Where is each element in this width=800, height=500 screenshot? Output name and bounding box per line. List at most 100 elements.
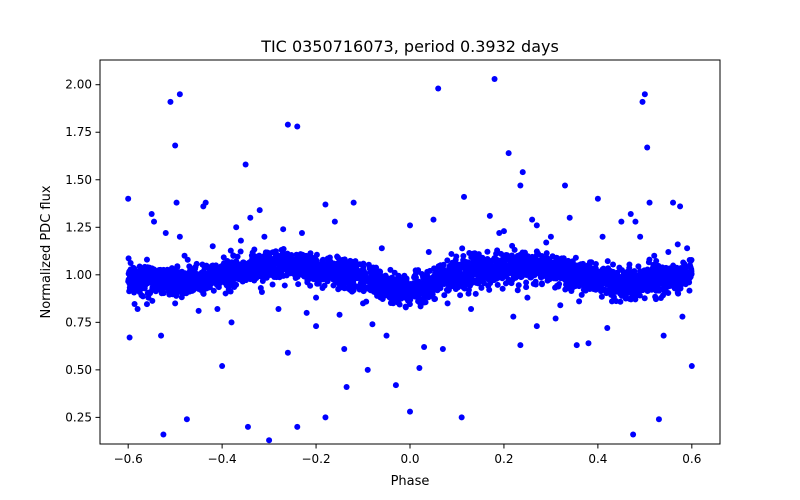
data-point (665, 249, 672, 255)
data-point (228, 319, 235, 326)
data-point (446, 280, 453, 287)
data-points (125, 76, 695, 444)
data-point (592, 286, 599, 293)
data-point (423, 288, 430, 295)
data-point (615, 285, 622, 292)
data-point (310, 269, 317, 276)
data-point (588, 259, 595, 266)
data-point (295, 281, 302, 288)
data-point (670, 199, 677, 206)
data-point (147, 290, 154, 297)
data-point (284, 349, 291, 356)
data-point (425, 249, 432, 255)
data-point (385, 275, 392, 282)
data-point (576, 273, 583, 280)
data-point (655, 287, 662, 294)
data-point (510, 254, 517, 261)
data-point (350, 199, 357, 206)
data-point (343, 383, 350, 390)
data-point (512, 266, 519, 273)
data-point (684, 245, 691, 252)
data-point (523, 284, 530, 291)
data-point (688, 257, 695, 263)
data-point (468, 276, 475, 283)
data-point (623, 273, 630, 280)
data-point (599, 280, 606, 287)
data-point (324, 278, 331, 285)
data-point (354, 283, 361, 290)
data-point (237, 248, 244, 255)
data-point (272, 248, 279, 255)
data-point (139, 284, 146, 291)
data-point (288, 252, 295, 258)
data-point (170, 272, 177, 279)
data-point (313, 323, 320, 330)
x-tick-label: −0.4 (208, 452, 237, 466)
data-point (256, 207, 263, 214)
data-point (527, 257, 534, 264)
data-point (492, 267, 499, 274)
data-point (444, 257, 451, 264)
data-point (573, 342, 580, 349)
data-point (378, 245, 385, 252)
data-point (524, 294, 531, 301)
data-point (514, 287, 521, 294)
data-point (296, 255, 303, 262)
data-point (404, 285, 411, 292)
data-point (197, 278, 204, 285)
data-point (339, 260, 346, 267)
data-point (604, 258, 611, 265)
data-point (626, 295, 633, 302)
data-point (402, 304, 409, 311)
data-point (650, 261, 657, 268)
data-point (297, 265, 304, 272)
data-point (209, 243, 216, 250)
data-point (261, 233, 268, 240)
chart-title: TIC 0350716073, period 0.3932 days (260, 37, 559, 56)
data-point (371, 286, 378, 293)
y-tick-label: 1.75 (65, 125, 92, 139)
data-point (148, 210, 155, 217)
data-point (383, 332, 390, 339)
data-point (461, 193, 468, 200)
data-point (458, 414, 465, 421)
data-point (304, 277, 311, 284)
data-point (294, 123, 301, 130)
data-point (521, 256, 528, 263)
data-point (484, 248, 491, 255)
data-point (210, 287, 217, 294)
data-point (508, 280, 515, 287)
data-point (510, 313, 517, 320)
data-point (233, 281, 240, 288)
data-point (607, 288, 614, 295)
data-point (588, 265, 595, 272)
data-point (406, 301, 413, 308)
data-point (266, 271, 273, 278)
y-tick-label: 1.25 (65, 220, 92, 234)
data-point (474, 278, 481, 285)
data-point (427, 279, 434, 286)
data-point (594, 195, 601, 202)
data-point (670, 262, 677, 269)
data-point (671, 284, 678, 291)
data-point (684, 277, 691, 284)
data-point (562, 286, 569, 293)
data-point (523, 266, 530, 273)
data-point (324, 262, 331, 269)
data-point (221, 264, 228, 271)
data-point (630, 431, 637, 438)
data-point (460, 252, 467, 259)
data-point (376, 270, 383, 277)
data-point (315, 262, 322, 269)
data-point (126, 274, 133, 281)
data-point (616, 274, 623, 281)
data-point (352, 258, 359, 265)
data-point (162, 229, 169, 236)
data-point (134, 306, 141, 313)
data-point (299, 272, 306, 279)
x-axis: −0.6 −0.4 −0.2 0.0 0.2 0.4 0.6 (114, 444, 701, 466)
data-point (633, 272, 640, 279)
data-point (628, 277, 635, 284)
data-point (251, 272, 258, 279)
